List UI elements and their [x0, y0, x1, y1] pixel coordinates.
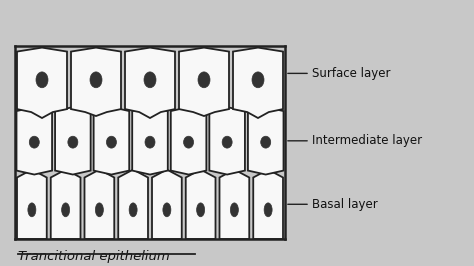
Ellipse shape: [62, 203, 70, 217]
Polygon shape: [171, 107, 206, 174]
Ellipse shape: [163, 203, 171, 217]
Ellipse shape: [28, 203, 36, 217]
Polygon shape: [71, 48, 121, 116]
Polygon shape: [219, 169, 249, 239]
Ellipse shape: [129, 203, 137, 217]
Text: Surface layer: Surface layer: [312, 67, 391, 80]
Polygon shape: [253, 169, 283, 239]
Polygon shape: [17, 169, 47, 239]
Ellipse shape: [252, 72, 264, 88]
Ellipse shape: [29, 136, 39, 148]
Ellipse shape: [198, 72, 210, 88]
Text: Basal layer: Basal layer: [312, 198, 378, 211]
Ellipse shape: [183, 136, 193, 148]
Polygon shape: [233, 48, 283, 118]
Ellipse shape: [107, 136, 117, 148]
Ellipse shape: [90, 72, 102, 88]
Ellipse shape: [261, 136, 271, 148]
Polygon shape: [152, 169, 182, 239]
Polygon shape: [132, 107, 168, 174]
Ellipse shape: [144, 72, 156, 88]
Polygon shape: [51, 169, 81, 239]
Text: Trancitional epithelium: Trancitional epithelium: [18, 250, 170, 263]
Polygon shape: [84, 169, 114, 239]
Ellipse shape: [36, 72, 48, 88]
Polygon shape: [210, 107, 245, 174]
Polygon shape: [186, 169, 216, 239]
Polygon shape: [17, 107, 52, 174]
Polygon shape: [118, 169, 148, 239]
Polygon shape: [125, 48, 175, 118]
Ellipse shape: [264, 203, 272, 217]
Ellipse shape: [222, 136, 232, 148]
Ellipse shape: [230, 203, 238, 217]
Ellipse shape: [95, 203, 103, 217]
Polygon shape: [17, 48, 67, 118]
Polygon shape: [55, 107, 91, 174]
Polygon shape: [248, 107, 283, 174]
Text: Intermediate layer: Intermediate layer: [312, 134, 422, 147]
Ellipse shape: [145, 136, 155, 148]
Ellipse shape: [197, 203, 205, 217]
Polygon shape: [94, 107, 129, 174]
Polygon shape: [179, 48, 229, 116]
Ellipse shape: [68, 136, 78, 148]
